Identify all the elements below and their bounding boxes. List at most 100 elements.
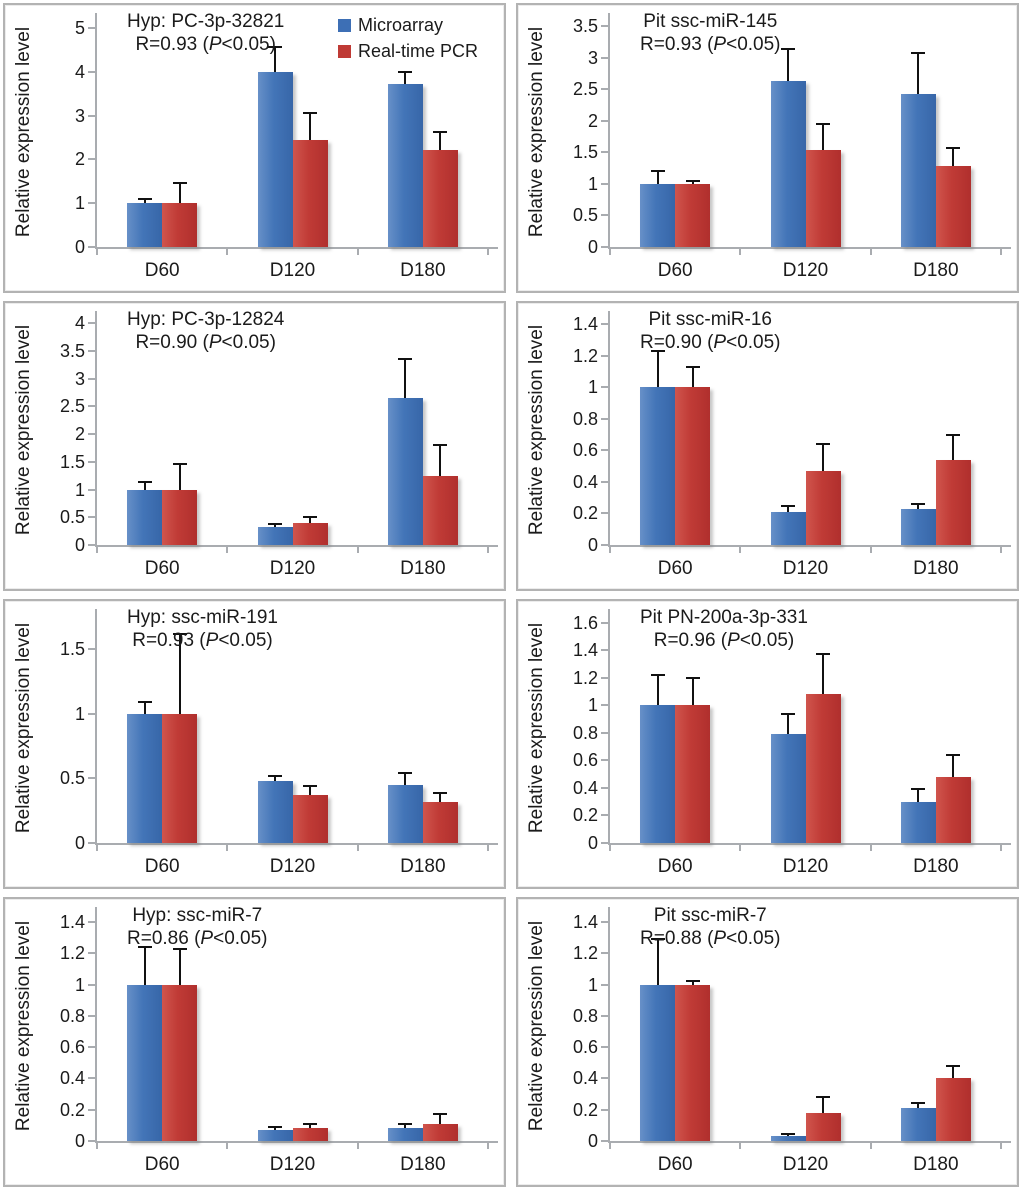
y-tick-mark [88,842,95,844]
error-bar-line [439,1114,442,1124]
x-category-label: D60 [657,260,693,281]
y-axis-line [608,13,610,249]
error-bar-cap [946,753,961,756]
italic-p: P [208,332,222,353]
error-bar-cap [137,197,152,200]
y-tick-label: 0.2 [572,1099,598,1120]
y-tick-label: 1.2 [572,943,598,964]
x-category-label: D120 [782,856,829,877]
y-tick-mark [601,1108,608,1111]
y-tick-mark [88,70,95,73]
x-tick-mark [96,545,98,553]
y-tick-label: 0.6 [572,1037,598,1058]
x-category-label: D60 [144,1154,180,1175]
error-bar-line [309,113,311,140]
x-category-label: D180 [913,856,959,877]
y-tick-label: 3 [587,47,598,68]
chart-panel-pit-pn-200a-3p-331: Relative expression level 0 0.2 0.4 0.6 0.8 1 1… [516,599,1019,889]
x-axis-line [95,843,498,845]
x-category-label: D60 [657,558,693,579]
panel-title: Pit ssc-miR-145 [643,11,778,32]
legend-swatch-icon [337,18,351,32]
y-tick-mark [88,712,95,715]
y-tick-label: 0.2 [572,503,598,524]
x-tick-mark [356,545,359,553]
error-bar-line [787,49,789,81]
error-bar-cap [650,938,665,941]
error-bar-line [178,948,181,985]
y-tick-mark [88,777,95,780]
x-tick-mark [609,545,611,553]
bar-pcr-d180 [422,475,458,545]
y-tick-mark [88,246,95,248]
bar-microarray-d120 [257,1130,293,1141]
error-bar-line [952,434,955,460]
panel-title: Hyp: ssc-miR-191 [127,607,278,628]
bar-microarray-d180 [387,1128,423,1141]
panel-title-block: Pit ssc-miR-145 R=0.93 (P<0.05) [640,10,781,56]
r-value-label: R=0.90 (P<0.05) [640,332,781,353]
error-bar-line [274,524,276,527]
chart-panel-pit-ssc-mir-16: Relative expression level 0 0.2 0.4 0.6 0.8 1 1… [516,301,1019,591]
y-tick-mark [601,1077,608,1080]
error-bar-cap [172,182,187,185]
error-bar-cap [137,701,152,704]
error-bar-line [787,1133,789,1137]
y-tick-label: 1 [74,193,85,214]
error-bar-line [178,633,181,714]
panel-title: Hyp: PC-3p-32821 [127,11,285,32]
bar-pcr-d180 [935,776,971,843]
bar-microarray-d60 [127,713,163,843]
x-tick-mark [609,843,611,851]
y-tick-mark [601,56,608,59]
x-tick-mark [609,247,611,255]
chart-panel-hyp-ssc-mir-191: Relative expression level 0 0.5 1 1.5 D60 D120… [3,599,506,889]
y-tick-mark [88,114,95,117]
y-tick-mark [88,920,95,923]
x-category-label: D60 [657,1154,693,1175]
chart-panel-hyp-pc-3p-32821: Relative expression level 0 1 2 3 4 5 D60 D120 D1… [3,3,506,293]
italic-p: P [713,332,727,353]
error-bar-line [143,482,146,490]
x-tick-mark [96,247,98,255]
italic-p: P [727,630,740,651]
y-tick-mark [601,512,608,515]
x-tick-mark [226,545,229,553]
y-tick-mark [601,119,608,122]
y-tick-label: 2.5 [572,79,598,100]
error-bar-cap [781,48,795,51]
y-axis-line [95,609,97,845]
y-tick-mark [88,202,95,205]
chart-legend: Microarray Real-time PCR [337,15,478,67]
bar-microarray-d60 [127,984,163,1141]
y-tick-mark [88,1014,95,1017]
x-tick-mark [96,843,98,851]
bar-microarray-d180 [900,508,936,545]
y-tick-label: 0 [74,237,85,257]
bar-pcr-d120 [292,139,328,247]
error-bar-cap [911,1102,926,1105]
y-tick-mark [601,842,608,844]
bar-pcr-d60 [162,984,198,1141]
error-bar-cap [172,632,187,635]
error-bar-line [917,789,920,802]
error-bar-cap [781,712,795,715]
y-tick-mark [601,1140,608,1142]
error-bar-cap [946,1064,961,1067]
panel-title-block: Pit PN-200a-3p-331 R=0.96 (P<0.05) [640,606,808,652]
error-bar-line [822,124,824,150]
y-tick-mark [88,350,95,353]
bar-pcr-d120 [805,149,841,247]
y-tick-mark [601,649,608,652]
r-value-label: R=0.96 (P<0.05) [653,630,795,651]
error-bar-line [917,1103,920,1109]
bar-pcr-d60 [675,183,711,247]
bar-microarray-d120 [770,511,806,545]
x-tick-mark [869,247,872,255]
y-tick-label: 1.2 [59,943,85,964]
error-bar-cap [911,788,926,791]
y-tick-label: 1 [587,695,598,716]
x-tick-mark [226,247,229,255]
y-tick-label: 1.5 [59,451,85,472]
error-bar-cap [398,70,413,73]
